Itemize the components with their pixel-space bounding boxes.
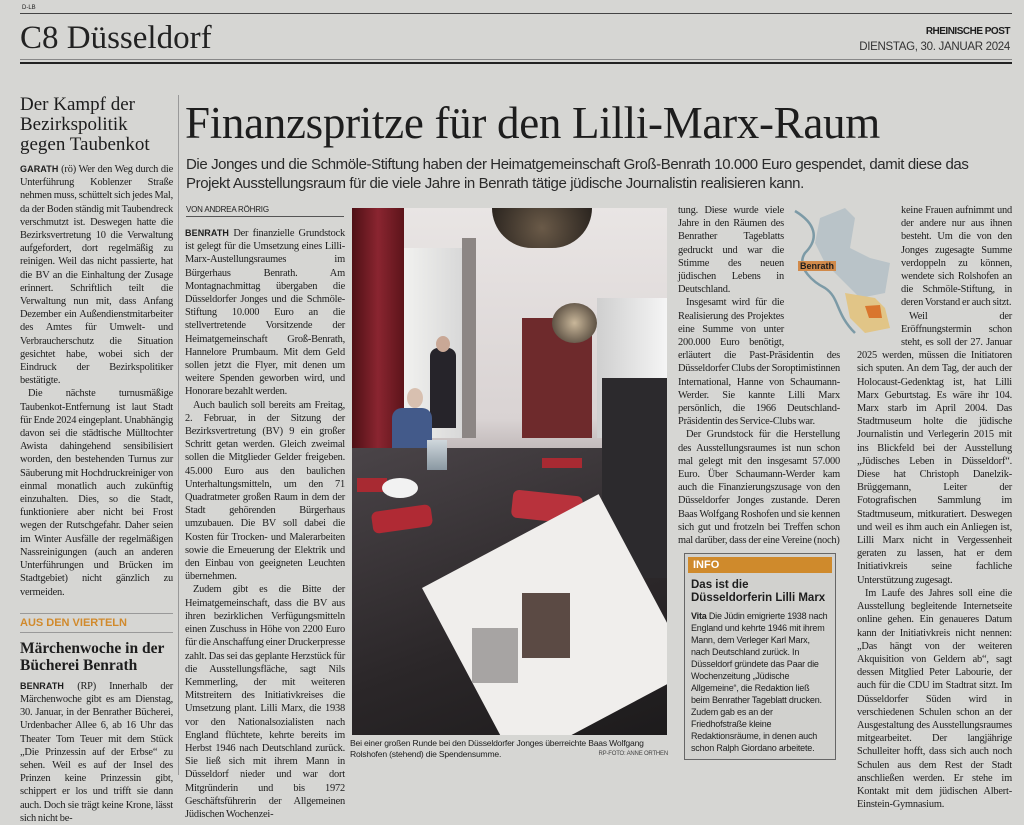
- map-spacer: [784, 204, 840, 344]
- photo-brochure-image: [472, 628, 518, 683]
- paragraph: Im Laufe des Jahres soll eine die Ausste…: [857, 587, 1012, 811]
- photo-napkin: [357, 478, 387, 492]
- article-column-4: keine Frauen aufnimmt und der andere nur…: [857, 204, 1012, 811]
- top-rule: [20, 13, 1012, 14]
- caption-text: Bei einer großen Runde bei den Düsseldor…: [350, 738, 644, 759]
- photo-seated-man: [392, 408, 432, 453]
- info-lead: Vita: [691, 611, 707, 622]
- article-photo: [352, 208, 667, 735]
- photo-cup: [382, 478, 418, 498]
- story-body: GARATH (rö) Wer den Weg durch die Unterf…: [20, 163, 173, 599]
- photo-bottle: [427, 440, 447, 470]
- story-headline: Märchenwoche in der Bücherei Benrath: [20, 639, 165, 674]
- dateline: GARATH: [20, 164, 59, 174]
- edition-code: D-LB: [22, 5, 36, 11]
- sidebar-story-pigeon: Der Kampf der Bezirkspolitik gegen Taube…: [20, 95, 173, 599]
- divider: [20, 631, 173, 633]
- paragraph: Weil der Eröffnungstermin schon steht, e…: [857, 310, 1012, 586]
- column-divider: [178, 95, 179, 775]
- photo-head: [407, 388, 423, 408]
- photo-credit: RP-FOTO: ANNE ORTHEN: [598, 751, 669, 757]
- issue-date: DIENSTAG, 30. JANUAR 2024: [859, 41, 1010, 53]
- info-headline: Das ist die Düsseldorferin Lilli Marx: [691, 579, 826, 605]
- left-sidebar: Der Kampf der Bezirkspolitik gegen Taube…: [20, 95, 173, 825]
- paragraph: keine Frauen aufnimmt und der andere nur…: [901, 205, 1012, 309]
- map-benrath-highlight: [865, 305, 882, 318]
- article-headline: Finanzspritze für den Lilli-Marx-Raum: [185, 98, 880, 148]
- map-river: [794, 209, 856, 334]
- paragraph: (rö) Wer den Weg durch die Unterführung …: [20, 164, 174, 387]
- section-title: C8 Düsseldorf: [20, 20, 212, 56]
- paragraph: Zudem gibt es die Bitte der Heimatgemein…: [185, 584, 345, 820]
- paragraph: Auch baulich soll bereits am Freitag, 2.…: [185, 399, 345, 583]
- paragraph: tung. Diese wurde viele Jahre in den Räu…: [678, 205, 784, 296]
- map-spacer: [857, 204, 901, 339]
- map-city-area: [815, 208, 890, 298]
- photo-napkin: [542, 458, 582, 468]
- paragraph: Der finanzielle Grundstock ist gelegt fü…: [185, 228, 346, 398]
- section-kicker: AUS DEN VIERTELN: [20, 616, 127, 629]
- story-body: BENRATH (RP) Innerhalb der Märchenwoche …: [20, 680, 173, 825]
- photo-standing-man: [430, 348, 456, 428]
- sidebar-story-fairytale: Märchenwoche in der Bücherei Benrath BEN…: [20, 640, 173, 825]
- newspaper-name: RHEINISCHE POST: [925, 26, 1011, 37]
- photo-head: [436, 336, 450, 352]
- photo-caption: Bei einer großen Runde bei den Düsseldor…: [350, 738, 668, 760]
- article-deck: Die Jonges und die Schmöle-Stiftung habe…: [186, 156, 969, 192]
- info-box: INFO Das ist die Düsseldorferin Lilli Ma…: [684, 553, 836, 761]
- header-rule: [20, 62, 1012, 64]
- paragraph: Der Grundstock für die Herstellung des A…: [678, 429, 840, 547]
- header-rule-thin: [20, 59, 1012, 60]
- locator-map: Benrath: [785, 203, 903, 338]
- map-label: Benrath: [798, 261, 837, 271]
- info-kicker: INFO: [688, 557, 832, 574]
- article-column-3: tung. Diese wurde viele Jahre in den Räu…: [678, 204, 840, 761]
- dateline: BENRATH: [20, 680, 65, 691]
- info-text: Vita Die Jüdin emigrierte 1938 nach Engl…: [685, 610, 835, 754]
- story-headline: Der Kampf der Bezirkspolitik gegen Taube…: [20, 94, 150, 155]
- article-column-1: BENRATH Der finanzielle Grundstock ist g…: [185, 227, 345, 821]
- photo-curtain-grey: [462, 238, 476, 438]
- info-body: Die Jüdin emigrierte 1938 nach England u…: [691, 611, 828, 754]
- paragraph: Insgesamt wird für die Realisierung des …: [678, 297, 840, 428]
- paragraph: Die nächste turnusmäßige Taubenkot-Entfe…: [20, 388, 173, 598]
- photo-brochure-portrait: [522, 593, 570, 658]
- column-3-text: tung. Diese wurde viele Jahre in den Räu…: [678, 204, 840, 547]
- paragraph: (RP) Innerhalb der Märchenwoche gibt es …: [20, 680, 173, 824]
- photo-chandelier: [552, 303, 597, 343]
- map-graphic: [794, 208, 890, 334]
- divider: [20, 612, 173, 614]
- dateline: BENRATH: [185, 228, 230, 238]
- byline: VON ANDREA RÖHRIG: [186, 205, 344, 217]
